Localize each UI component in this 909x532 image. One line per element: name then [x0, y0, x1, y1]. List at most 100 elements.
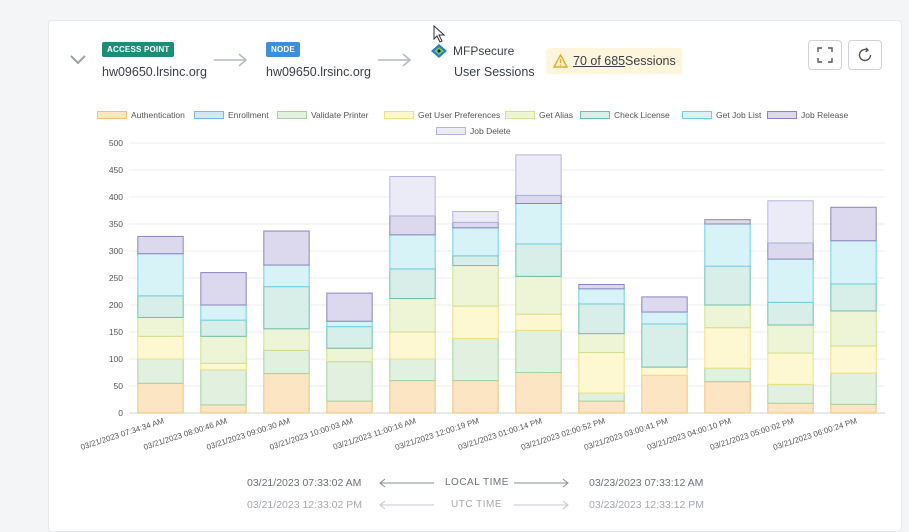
legend-swatch[interactable]	[682, 111, 712, 119]
bar-segment	[326, 320, 373, 328]
bar-segment	[326, 326, 373, 349]
y-tick-label: 350	[109, 219, 123, 229]
y-tick-label: 50	[114, 381, 124, 391]
bar-segment	[515, 202, 562, 245]
bar-segment	[263, 328, 310, 351]
bar-segment	[452, 221, 499, 229]
legend-label[interactable]: Job Release	[801, 110, 849, 120]
bar-segment	[137, 253, 184, 297]
arrow-right-icon	[514, 500, 569, 510]
bar-segment	[200, 369, 247, 406]
legend-swatch[interactable]	[505, 111, 535, 119]
bar-segment	[767, 352, 814, 385]
legend-swatch[interactable]	[436, 127, 466, 135]
y-tick-label: 250	[109, 273, 123, 283]
bar-segment	[200, 304, 247, 321]
sessions-card: ACCESS POINT hw09650.lrsinc.org NODE hw0…	[48, 20, 902, 532]
sessions-link[interactable]: 70 of 685	[573, 54, 626, 68]
bar-segment	[200, 404, 247, 414]
bar-segment	[578, 352, 625, 394]
bar-segment	[641, 374, 688, 414]
y-tick-label: 450	[109, 165, 123, 175]
utc-time-label: UTC TIME	[451, 499, 503, 510]
bar-segment	[263, 264, 310, 288]
bar-segment	[137, 358, 184, 384]
bar-segment	[200, 335, 247, 364]
bar-segment	[767, 242, 814, 260]
bar-segment	[515, 329, 562, 374]
bar-segment	[704, 381, 751, 414]
legend-label[interactable]: Authentication	[131, 110, 185, 120]
bar-segment	[452, 337, 499, 382]
warning-icon	[553, 54, 568, 68]
legend-label[interactable]: Check License	[614, 110, 670, 120]
bar-segment	[200, 272, 247, 306]
bar-segment	[767, 258, 814, 303]
bar-segment	[578, 392, 625, 402]
bar-segment	[767, 383, 814, 404]
arrow-right-icon	[514, 478, 569, 488]
y-tick-label: 200	[109, 300, 123, 310]
bar-segment	[830, 283, 877, 312]
bar-segment	[515, 243, 562, 277]
local-start-time: 03/21/2023 07:33:02 AM	[247, 477, 362, 489]
bar-segment	[389, 298, 436, 333]
local-time-label: LOCAL TIME	[445, 477, 509, 488]
legend-label[interactable]: Get User Preferences	[418, 110, 501, 120]
bar-segment	[263, 349, 310, 375]
utc-end-time: 03/23/2023 12:33:12 PM	[589, 499, 705, 511]
legend-label[interactable]: Get Job List	[716, 110, 762, 120]
access-point-badge: ACCESS POINT	[102, 42, 175, 57]
bar-segment	[704, 223, 751, 267]
bar-segment	[704, 265, 751, 306]
y-tick-label: 150	[109, 327, 123, 337]
y-tick-label: 300	[109, 246, 123, 256]
refresh-icon	[858, 47, 872, 62]
bar-segment	[389, 234, 436, 270]
y-tick-label: 400	[109, 192, 123, 202]
arrow-right-icon	[214, 53, 248, 67]
bar-segment	[641, 323, 688, 368]
refresh-button[interactable]	[848, 40, 882, 70]
y-tick-label: 100	[109, 354, 123, 364]
legend-label[interactable]: Job Delete	[470, 126, 511, 136]
bar-segment	[830, 240, 877, 285]
bar-segment	[578, 288, 625, 305]
legend-label[interactable]: Validate Printer	[311, 110, 369, 120]
bar-segment	[389, 331, 436, 360]
legend-swatch[interactable]	[384, 111, 414, 119]
bar-segment	[515, 313, 562, 331]
bar-segment	[452, 227, 499, 257]
stacked-bar-chart: 05010015020025030035040045050003/21/2023…	[79, 138, 885, 452]
bar-segment	[767, 200, 814, 244]
bar-segment	[326, 347, 373, 363]
bar-segment	[389, 358, 436, 382]
arrow-left-icon	[379, 478, 434, 488]
local-end-time: 03/23/2023 07:33:12 AM	[589, 477, 704, 489]
bar-segment	[830, 372, 877, 405]
bar-segment	[578, 283, 625, 290]
arrow-left-icon	[379, 500, 434, 510]
bar-segment	[578, 400, 625, 414]
bar-segment	[389, 215, 436, 236]
bar-segment	[326, 400, 373, 414]
bar-segment	[641, 311, 688, 325]
fullscreen-button[interactable]	[808, 40, 842, 70]
legend-swatch[interactable]	[277, 111, 307, 119]
legend-label[interactable]: Get Alias	[539, 110, 574, 120]
bar-segment	[641, 366, 688, 376]
bar-segment	[767, 402, 814, 414]
sessions-suffix: Sessions	[625, 54, 676, 68]
legend-swatch[interactable]	[194, 111, 224, 119]
legend-swatch[interactable]	[97, 111, 127, 119]
legend-swatch[interactable]	[580, 111, 610, 119]
bar-segment	[200, 319, 247, 337]
chevron-down-icon[interactable]	[69, 54, 87, 66]
bar-segment	[452, 255, 499, 267]
arrow-right-icon	[378, 53, 412, 67]
bar-segment	[263, 373, 310, 414]
bar-segment	[137, 235, 184, 255]
bar-segment	[767, 324, 814, 354]
legend-swatch[interactable]	[767, 111, 797, 119]
legend-label[interactable]: Enrollment	[228, 110, 269, 120]
